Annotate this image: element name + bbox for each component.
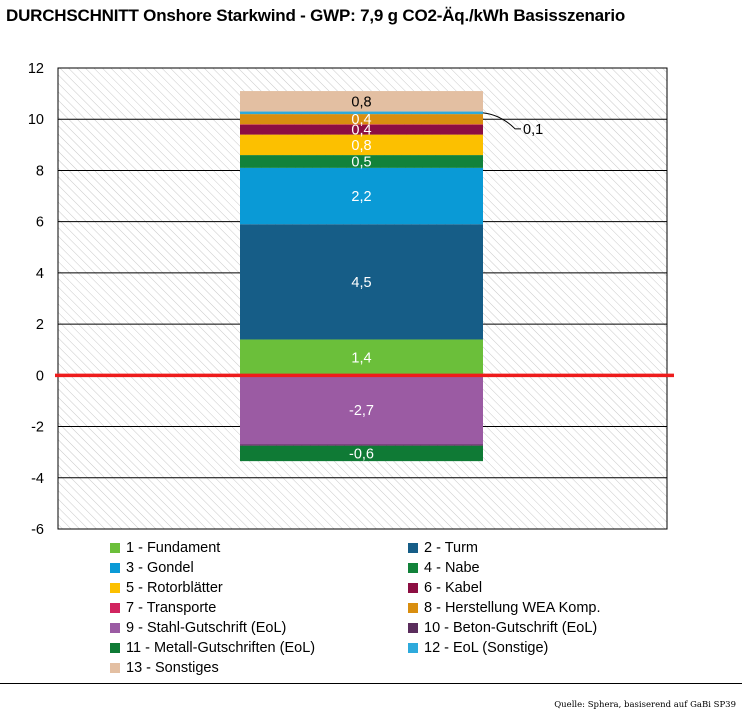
- bar-segment-6-kabel: [240, 124, 483, 135]
- data-label-13-sonstiges: 0,8: [351, 94, 371, 110]
- legend-swatch: [110, 562, 120, 573]
- legend-label: 2 - Turm: [424, 539, 478, 556]
- y-tick-label: 6: [36, 215, 44, 231]
- legend-swatch: [408, 642, 418, 653]
- callout-label-12-eol-sonstige: 0,1: [523, 122, 543, 138]
- y-tick-label: 0: [36, 368, 44, 384]
- bar-segment-8-herstellung-wea-komp: [240, 114, 483, 125]
- legend-swatch: [110, 602, 120, 613]
- legend-item-7-transporte: 7 - Transporte: [110, 599, 408, 617]
- legend-item-3-gondel: 3 - Gondel: [110, 559, 408, 577]
- y-tick-label: 8: [36, 163, 44, 179]
- data-label-5-rotorblaetter: 0,8: [351, 138, 371, 154]
- bar-segment-2-turm: [240, 224, 483, 340]
- legend: 1 - Fundament 2 - Turm 3 - Gondel 4 - Nabe 5…: [110, 539, 670, 677]
- legend-item-12-eol-sonstige: 12 - EoL (Sonstige): [408, 639, 670, 657]
- bar-segment-3-gondel: [240, 167, 483, 225]
- legend-swatch: [408, 542, 418, 553]
- legend-item-11-metall-gutschriften-eol: 11 - Metall-Gutschriften (EoL): [110, 639, 408, 657]
- y-tick-label: 10: [28, 112, 44, 128]
- bar-segment-7-transporte: [240, 124, 483, 125]
- legend-item-2-turm: 2 - Turm: [408, 539, 670, 557]
- data-label-3-gondel: 2,2: [351, 189, 371, 205]
- data-label-1-fundament: 1,4: [351, 350, 371, 366]
- bar-segment-9-stahl-gutschrift-eol: [240, 375, 483, 445]
- legend-swatch: [110, 582, 120, 593]
- legend-item-13-sonstiges: 13 - Sonstiges: [110, 659, 408, 677]
- data-label-6-kabel: 0,4: [351, 122, 371, 138]
- bar-segment-1-fundament: [240, 339, 483, 376]
- source-note: Quelle: Sphera, basiserend auf GaBi SP39: [554, 700, 736, 710]
- data-label-8-herstellung-wea-komp: 0,4: [351, 112, 371, 128]
- legend-swatch: [110, 642, 120, 653]
- legend-label: 9 - Stahl-Gutschrift (EoL): [126, 619, 287, 636]
- legend-item-8-herstellung-wea-komp: 8 - Herstellung WEA Komp.: [408, 599, 670, 617]
- legend-swatch: [408, 622, 418, 633]
- legend-label: 4 - Nabe: [424, 559, 480, 576]
- y-tick-label: -6: [31, 522, 44, 538]
- legend-swatch: [110, 662, 120, 673]
- bar-segment-10-beton-gutschrift-eol: [240, 444, 483, 446]
- y-tick-label: 4: [36, 266, 44, 282]
- legend-swatch: [408, 562, 418, 573]
- legend-swatch: [110, 622, 120, 633]
- data-label-4-nabe: 0,5: [351, 154, 371, 170]
- y-tick-label: -2: [31, 420, 44, 436]
- legend-swatch: [408, 582, 418, 593]
- legend-item-9-stahl-gutschrift-eol: 9 - Stahl-Gutschrift (EoL): [110, 619, 408, 637]
- data-label-2-turm: 4,5: [351, 275, 371, 291]
- bar-segment-11-metall-gutschriften-eol: [240, 445, 483, 462]
- legend-item-5-rotorblaetter: 5 - Rotorblätter: [110, 579, 408, 597]
- data-label-9-stahl-gutschrift-eol: -2,7: [349, 403, 374, 419]
- legend-label: 1 - Fundament: [126, 539, 221, 556]
- bar-segment-12-eol-sonstige: [240, 111, 483, 115]
- legend-label: 13 - Sonstiges: [126, 659, 219, 676]
- y-tick-label: -4: [31, 471, 44, 487]
- chart-title: DURCHSCHNITT Onshore Starkwind - GWP: 7,…: [6, 6, 626, 25]
- legend-label: 11 - Metall-Gutschriften (EoL): [126, 639, 316, 656]
- legend-label: 8 - Herstellung WEA Komp.: [424, 599, 601, 616]
- legend-swatch: [110, 542, 120, 553]
- bar-segment-13-sonstiges: [240, 91, 483, 112]
- legend-label: 6 - Kabel: [424, 579, 483, 596]
- data-label-11-metall-gutschriften-eol: -0,6: [349, 446, 374, 462]
- legend-item-1-fundament: 1 - Fundament: [110, 539, 408, 557]
- callout-line: [482, 112, 521, 130]
- legend-label: 12 - EoL (Sonstige): [424, 639, 549, 656]
- legend-item-10-beton-gutschrift-eol: 10 - Beton-Gutschrift (EoL): [408, 619, 670, 637]
- legend-item-4-nabe: 4 - Nabe: [408, 559, 670, 577]
- y-tick-label: 2: [36, 317, 44, 333]
- y-tick-label: 12: [28, 61, 44, 77]
- legend-label: 10 - Beton-Gutschrift (EoL): [424, 619, 598, 636]
- legend-swatch: [408, 602, 418, 613]
- legend-label: 7 - Transporte: [126, 599, 217, 616]
- bar-segment-5-rotorblaetter: [240, 134, 483, 156]
- legend-item-6-kabel: 6 - Kabel: [408, 579, 670, 597]
- bar-segment-4-nabe: [240, 155, 483, 168]
- legend-label: 5 - Rotorblätter: [126, 579, 223, 596]
- legend-label: 3 - Gondel: [126, 559, 194, 576]
- bottom-rule: [0, 683, 742, 684]
